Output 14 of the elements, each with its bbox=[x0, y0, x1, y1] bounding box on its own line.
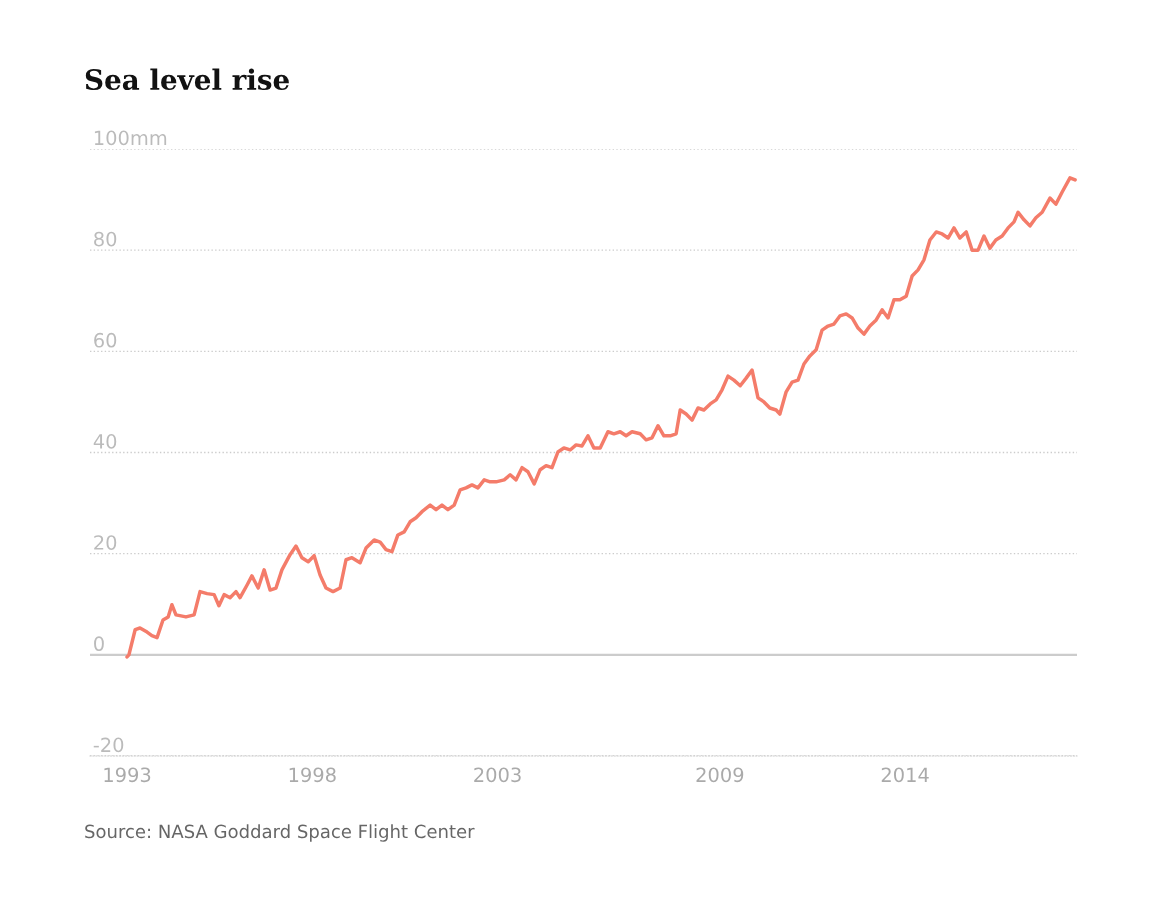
y-tick-label: 0 bbox=[94, 636, 104, 652]
y-tick-label: 40 bbox=[93, 434, 117, 449]
x-tick-label: 2009 bbox=[696, 767, 744, 783]
y-tick-label: 60 bbox=[94, 332, 117, 348]
source-note: Source: NASA Goddard Space Flight Center bbox=[85, 824, 475, 842]
x-tick-label: 2003 bbox=[474, 767, 521, 783]
y-tick-label: -20 bbox=[93, 737, 124, 753]
chart-title: Sea level rise bbox=[85, 68, 289, 91]
y-tick-label: 20 bbox=[94, 535, 117, 550]
x-tick-label: 2014 bbox=[881, 767, 929, 783]
x-tick-label: 1998 bbox=[289, 767, 336, 783]
x-tick-label: 1993 bbox=[104, 767, 151, 783]
y-tick-label: 100mm bbox=[94, 130, 167, 146]
y-tick-label: 80 bbox=[94, 231, 117, 247]
